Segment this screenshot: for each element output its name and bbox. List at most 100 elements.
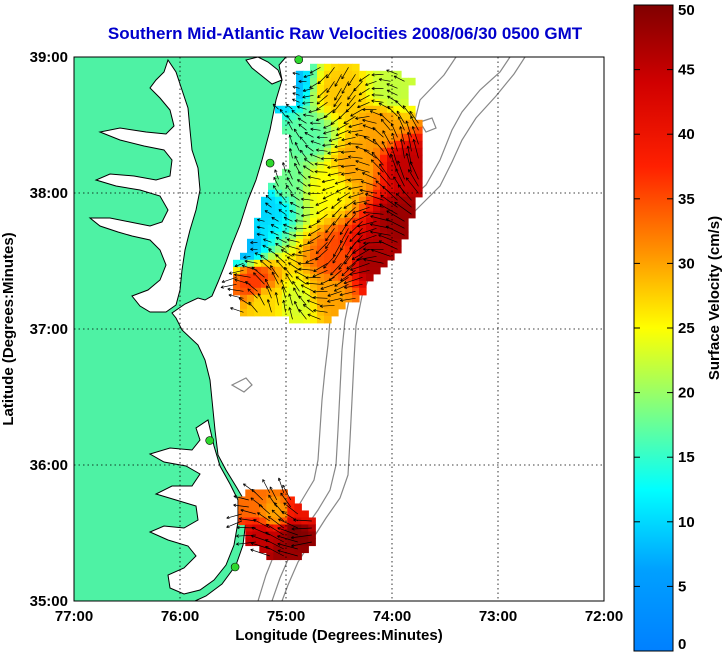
- velocity-vector: [294, 155, 300, 166]
- velocity-vector: [312, 269, 328, 278]
- velocity-vector: [285, 184, 293, 194]
- speed-cell: [338, 175, 346, 184]
- speed-cell: [282, 266, 290, 275]
- speed-cell: [303, 182, 311, 191]
- velocity-vector: [355, 145, 370, 152]
- speed-cell: [289, 161, 297, 170]
- velocity-vector: [314, 162, 328, 166]
- speed-cell: [317, 203, 325, 212]
- velocity-vector: [333, 157, 349, 162]
- speed-cell: [317, 252, 325, 261]
- speed-cell: [275, 266, 283, 275]
- speed-cell: [338, 182, 346, 191]
- speed-cell: [366, 217, 374, 226]
- speed-cell: [352, 126, 360, 135]
- speed-cell: [289, 168, 297, 177]
- speed-cell: [275, 308, 283, 317]
- speed-cell: [415, 161, 423, 170]
- velocity-vector: [339, 297, 356, 302]
- speed-cell: [394, 147, 402, 156]
- speed-cell: [373, 77, 381, 86]
- velocity-vector: [286, 177, 293, 187]
- speed-cell: [310, 259, 318, 268]
- speed-cell: [296, 266, 304, 275]
- velocity-vector: [399, 138, 405, 159]
- speed-cell: [254, 287, 262, 296]
- speed-cell: [352, 217, 360, 226]
- velocity-vector: [270, 230, 279, 236]
- speed-cell: [268, 252, 276, 261]
- speed-cell: [289, 301, 297, 310]
- velocity-vector: [371, 99, 384, 103]
- speed-cell: [394, 119, 402, 128]
- speed-cell: [324, 175, 332, 184]
- speed-cell: [296, 287, 304, 296]
- velocity-vectors: [220, 66, 419, 557]
- velocity-vector: [250, 247, 258, 252]
- velocity-vector: [302, 101, 314, 105]
- velocity-vector: [302, 113, 314, 117]
- speed-cell: [275, 105, 283, 114]
- speed-cell: [338, 84, 346, 93]
- speed-cell: [408, 182, 416, 191]
- speed-cell: [373, 224, 381, 233]
- speed-cell: [338, 154, 346, 163]
- velocity-vector: [381, 141, 391, 159]
- y-tick-labels: 39:00 38:00 37:00 36:00 35:00: [30, 49, 68, 610]
- velocity-vector: [251, 488, 264, 501]
- speed-cell: [240, 308, 248, 317]
- speed-cell: [247, 259, 255, 268]
- speed-cell: [401, 140, 409, 149]
- speed-cell: [254, 259, 262, 268]
- speed-cell: [387, 126, 395, 135]
- speed-cell: [394, 140, 402, 149]
- velocity-vector: [336, 193, 349, 201]
- speed-cell: [394, 224, 402, 233]
- y-axis-label: Latitude (Degrees:Minutes): [0, 232, 17, 425]
- speed-cell: [338, 119, 346, 128]
- speed-cell: [380, 245, 388, 254]
- speed-cell: [345, 238, 353, 247]
- speed-cell: [401, 84, 409, 93]
- speed-cell: [275, 175, 283, 184]
- velocity-vector: [333, 95, 342, 108]
- velocity-vector: [238, 297, 251, 306]
- speed-cell: [366, 273, 374, 282]
- speed-cell: [289, 266, 297, 275]
- velocity-vector: [290, 534, 312, 540]
- speed-cell: [275, 294, 283, 303]
- speed-cell: [345, 189, 353, 198]
- speed-cell: [282, 217, 290, 226]
- velocity-vector: [357, 101, 370, 109]
- speed-cell: [261, 273, 269, 282]
- velocity-vector: [286, 256, 300, 264]
- speed-cell: [331, 203, 339, 212]
- speed-cell: [352, 154, 360, 163]
- velocity-vector: [265, 545, 284, 557]
- speed-cell: [331, 175, 339, 184]
- speed-cell: [324, 196, 332, 205]
- speed-cell: [280, 524, 288, 533]
- velocity-vector: [339, 221, 349, 236]
- speed-cell: [303, 196, 311, 205]
- speed-cell: [273, 496, 281, 505]
- speed-cell: [303, 238, 311, 247]
- speed-cell: [345, 63, 353, 72]
- velocity-vector: [298, 123, 307, 131]
- speed-cell: [296, 308, 304, 317]
- velocity-vector: [250, 548, 270, 557]
- speed-cell: [324, 217, 332, 226]
- velocity-vector: [340, 150, 356, 154]
- speed-cell: [408, 203, 416, 212]
- speed-cell: [401, 112, 409, 121]
- velocity-vector: [286, 114, 293, 124]
- velocity-vector: [288, 307, 293, 320]
- velocity-vector: [322, 143, 335, 147]
- speed-cell: [359, 84, 367, 93]
- colorbar-tick-label: 15: [678, 449, 695, 466]
- speed-cell: [268, 203, 276, 212]
- speed-cell: [366, 168, 374, 177]
- velocity-vector: [363, 202, 384, 208]
- speed-cell: [289, 287, 297, 296]
- speed-cell: [280, 545, 288, 554]
